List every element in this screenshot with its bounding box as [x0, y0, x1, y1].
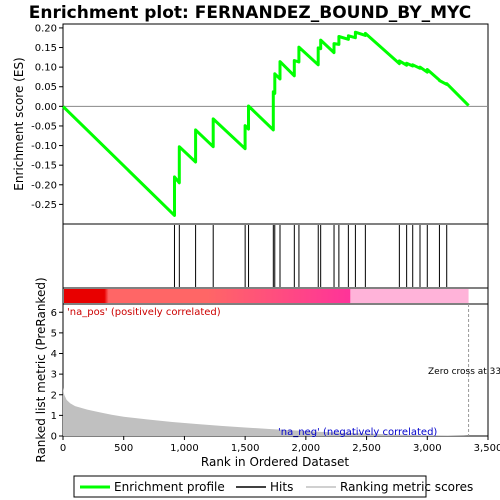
metric-tick-label: 4: [51, 349, 57, 360]
metric-panel: [62, 303, 489, 437]
legend-label-enrichment: Enrichment profile: [114, 480, 225, 494]
x-tick-label: 0: [60, 443, 66, 454]
legend-label-hits: Hits: [270, 480, 293, 494]
metric-layer: [63, 304, 470, 436]
axis-layer: -0.25 -0.20 -0.15 -0.10 -0.05 0.00 0.05 0.10 0.1…: [31, 23, 500, 454]
es-tick-label: 0.05: [35, 82, 57, 93]
negative-correlation-label: 'na_neg' (negatively correlated): [278, 427, 437, 438]
es-tick-label: -0.15: [31, 161, 57, 172]
x-tick-label: 3,000: [413, 443, 442, 454]
es-tick-label: -0.05: [31, 121, 57, 132]
metric-tick-label: 3: [51, 370, 57, 381]
enrichment-profile-line: [61, 30, 470, 217]
x-tick-label: 1,000: [170, 443, 199, 454]
metric-tick-label: 0: [51, 432, 57, 443]
chart-title: Enrichment plot: FERNANDEZ_BOUND_BY_MYC: [29, 3, 471, 23]
positive-correlation-label: 'na_pos' (positively correlated): [67, 307, 221, 318]
gradient-layer: [64, 289, 469, 303]
x-tick-label: 2,500: [352, 443, 381, 454]
legend: Enrichment profile Hits Ranking metric s…: [73, 475, 473, 498]
ranked-list-gradient-bar: [64, 289, 469, 303]
metric-tick-label: 2: [51, 390, 57, 401]
ranking-metric-area: [63, 387, 469, 436]
zero-cross-label: Zero cross at 3340: [428, 367, 500, 377]
metric-tick-label: 1: [51, 411, 57, 422]
es-tick-label: 0.15: [35, 43, 57, 54]
hits-layer: [173, 225, 448, 287]
metric-tick-label: 5: [51, 328, 57, 339]
es-tick-label: -0.25: [31, 200, 57, 211]
x-tick-label: 1,500: [231, 443, 260, 454]
hits-panel: [62, 223, 489, 289]
es-tick-label: 0.10: [35, 63, 57, 74]
es-panel: [62, 23, 489, 225]
metric-tick-label: 6: [51, 308, 57, 319]
es-axis-label: Enrichment score (ES): [12, 57, 26, 190]
legend-label-metric: Ranking metric scores: [340, 480, 473, 494]
es-tick-label: -0.20: [31, 180, 57, 191]
metric-axis-label: Ranked list metric (PreRanked): [34, 277, 48, 462]
x-tick-label: 3,500: [474, 443, 500, 454]
x-tick-label: 500: [114, 443, 133, 454]
x-tick-label: 2,000: [292, 443, 321, 454]
es-tick-label: 0.00: [35, 102, 57, 113]
es-tick-label: 0.20: [35, 23, 57, 34]
x-axis-label: Rank in Ordered Dataset: [201, 455, 349, 469]
es-tick-label: -0.10: [31, 141, 57, 152]
es-layer: [61, 30, 488, 217]
